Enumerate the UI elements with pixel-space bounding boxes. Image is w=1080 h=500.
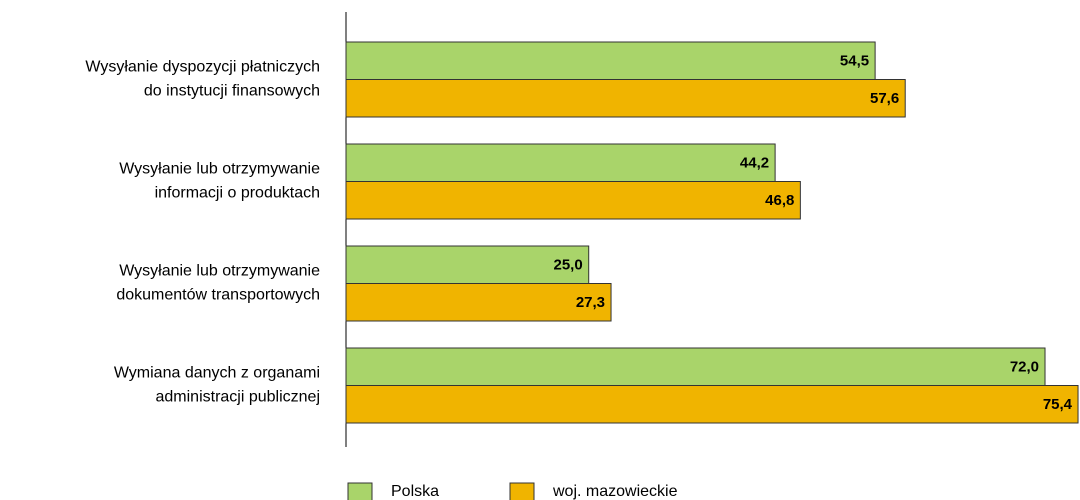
bar <box>345 143 776 182</box>
bar <box>345 79 906 118</box>
category-label: do instytucji finansowych <box>144 83 320 100</box>
legend-swatch <box>509 482 535 500</box>
bar <box>345 347 1046 386</box>
data-label: 46,8 <box>765 192 794 209</box>
data-label: 72,0 <box>1010 359 1039 376</box>
bar <box>345 245 590 284</box>
legend-swatch <box>347 482 373 500</box>
category-label: Wysyłanie lub otrzymywanie <box>119 161 320 178</box>
data-label: 25,0 <box>554 257 583 274</box>
data-label: 27,3 <box>576 294 605 311</box>
legend-label: Polska <box>391 483 439 500</box>
category-label: Wysyłanie dyspozycji płatniczych <box>85 59 320 76</box>
category-label: Wysyłanie lub otrzymywanie <box>119 263 320 280</box>
category-label: Wymiana danych z organami <box>114 365 320 382</box>
data-label: 57,6 <box>870 90 899 107</box>
category-label: dokumentów transportowych <box>116 287 320 304</box>
bar <box>345 41 876 80</box>
data-label: 44,2 <box>740 155 769 172</box>
bar <box>345 283 612 322</box>
data-label: 75,4 <box>1043 396 1073 413</box>
bar <box>345 385 1079 424</box>
legend-label: woj. mazowieckie <box>552 483 678 500</box>
data-label: 54,5 <box>840 53 869 70</box>
category-label: administracji publicznej <box>155 389 320 406</box>
category-label: informacji o produktach <box>155 185 320 202</box>
bar <box>345 181 801 220</box>
